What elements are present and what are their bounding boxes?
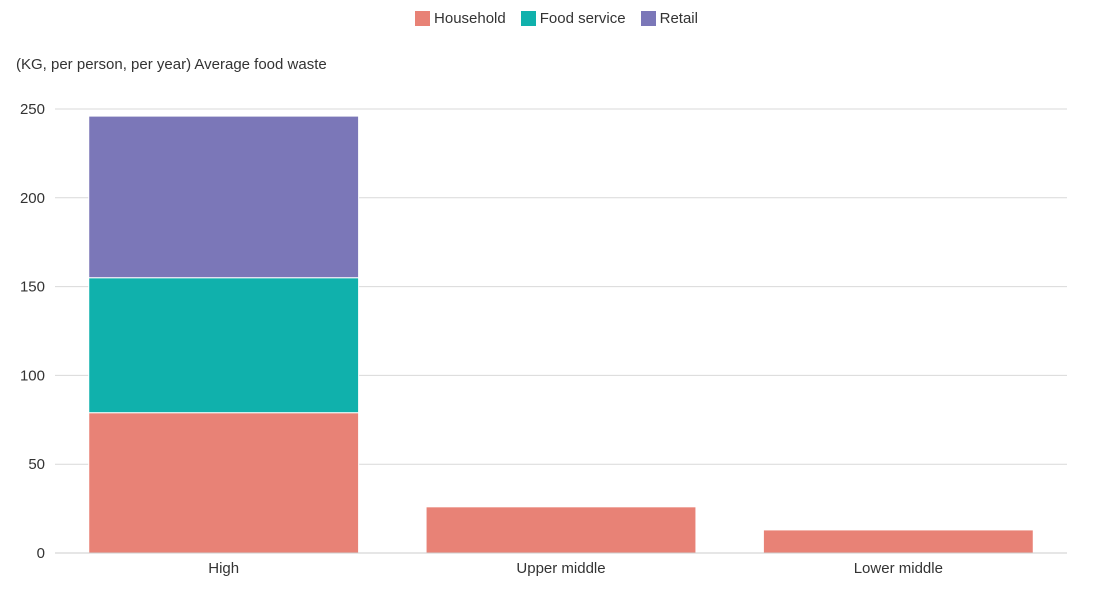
bar-food-service-1 (88, 277, 360, 414)
legend-swatch-retail (640, 11, 656, 26)
bar-household-2 (425, 506, 697, 554)
x-tick-label-3: Lower middle (854, 560, 943, 577)
legend-item-retail[interactable]: Retail (640, 10, 698, 27)
y-tick-label-250: 250 (20, 101, 45, 118)
y-tick-label-50: 50 (28, 456, 45, 473)
y-tick-label-150: 150 (20, 279, 45, 296)
y-tick-label-100: 100 (20, 367, 45, 384)
bar-retail-1 (88, 115, 360, 279)
x-tick-label-1: High (208, 560, 239, 577)
legend-label-food-service: Food service (539, 10, 626, 27)
legend: Household Food service Retail (0, 10, 1113, 27)
bar-household-1 (88, 412, 360, 554)
y-tick-label-0: 0 (37, 545, 45, 562)
x-tick-label-2: Upper middle (516, 560, 605, 577)
legend-label-household: Household (434, 10, 506, 27)
y-tick-label-200: 200 (20, 190, 45, 207)
legend-swatch-household (415, 11, 431, 26)
legend-item-food-service[interactable]: Food service (520, 10, 626, 27)
y-axis-title: (KG, per person, per year) Average food … (16, 56, 327, 73)
legend-label-retail: Retail (659, 10, 698, 27)
legend-item-household[interactable]: Household (415, 10, 506, 27)
legend-swatch-food-service (520, 11, 536, 26)
bar-household-3 (762, 529, 1034, 554)
